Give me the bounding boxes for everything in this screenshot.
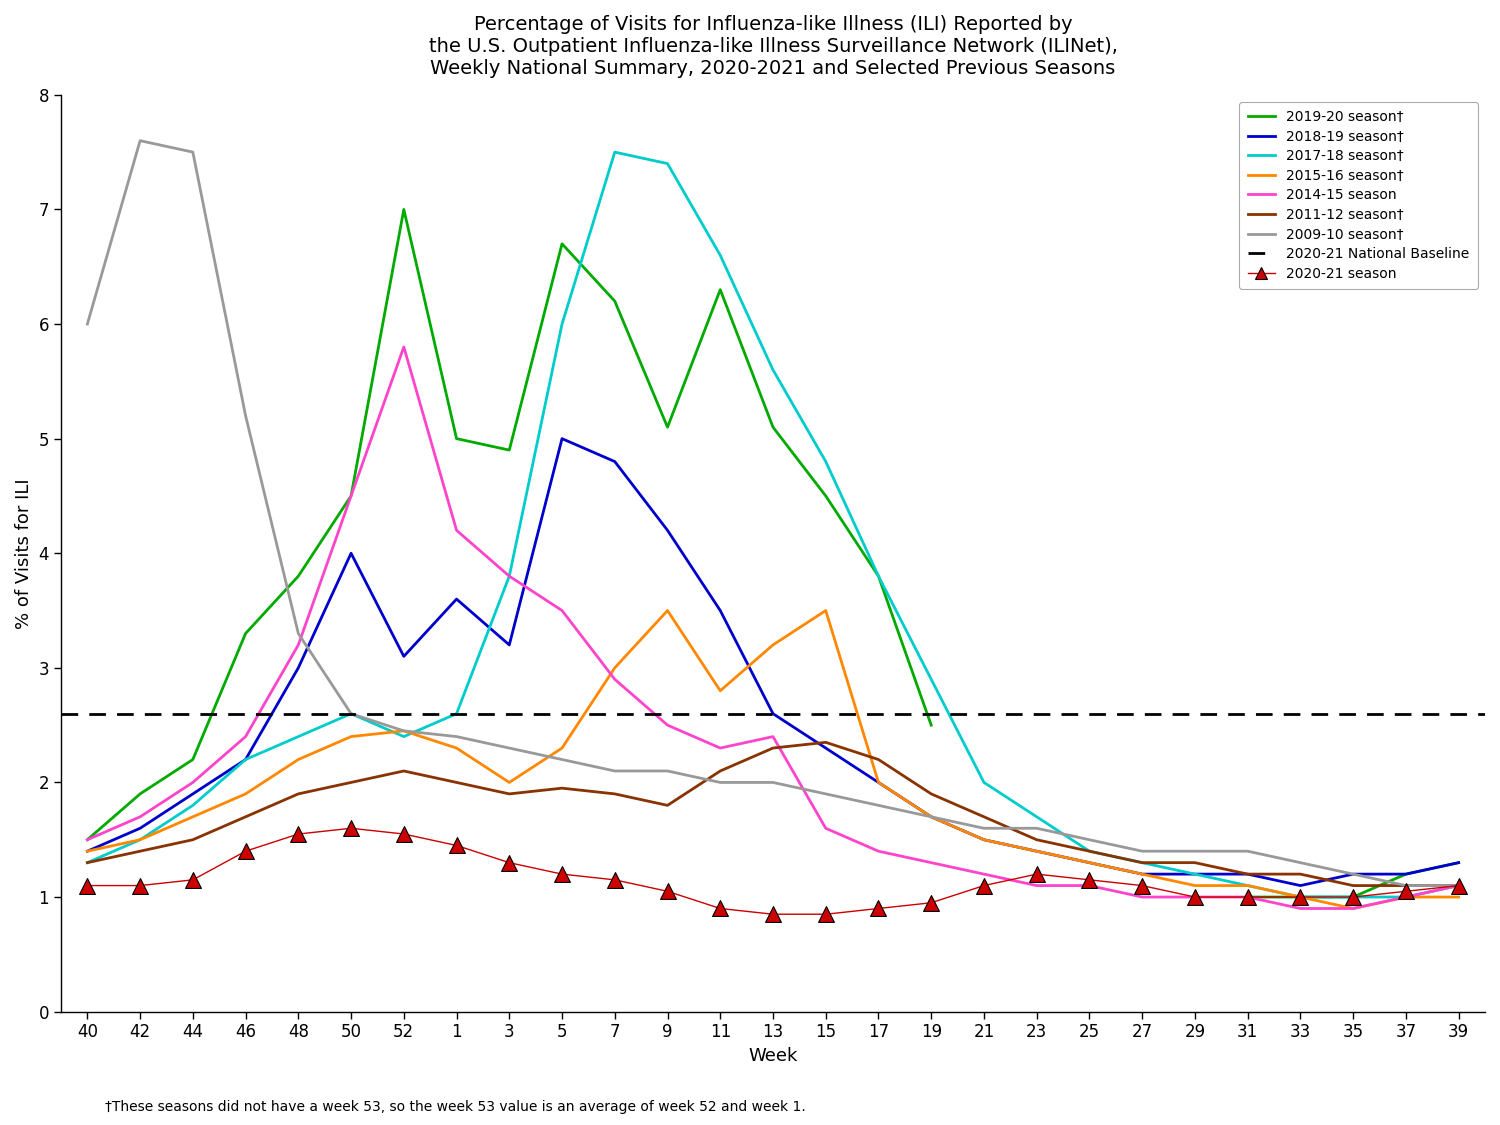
- Point: [1288, 888, 1312, 906]
- Point: [1184, 888, 1208, 906]
- Point: [498, 854, 522, 872]
- Point: [392, 825, 416, 843]
- Point: [813, 906, 837, 924]
- Point: [972, 876, 996, 894]
- Point: [656, 882, 680, 900]
- Point: [1394, 882, 1417, 900]
- Point: [1341, 888, 1365, 906]
- Point: [550, 865, 574, 883]
- Point: [1236, 888, 1260, 906]
- X-axis label: Week: Week: [748, 1047, 798, 1065]
- Point: [286, 825, 310, 843]
- Point: [1024, 865, 1048, 883]
- Point: [760, 906, 784, 924]
- Point: [339, 819, 363, 837]
- Point: [1130, 876, 1154, 894]
- Legend: 2019-20 season†, 2018-19 season†, 2017-18 season†, 2015-16 season†, 2014-15 seas: 2019-20 season†, 2018-19 season†, 2017-1…: [1239, 101, 1478, 289]
- Y-axis label: % of Visits for ILI: % of Visits for ILI: [15, 478, 33, 629]
- Point: [444, 837, 468, 855]
- Text: †These seasons did not have a week 53, so the week 53 value is an average of wee: †These seasons did not have a week 53, s…: [105, 1100, 806, 1114]
- Point: [128, 876, 152, 894]
- Point: [1446, 876, 1470, 894]
- Point: [182, 871, 206, 889]
- Title: Percentage of Visits for Influenza-like Illness (ILI) Reported by
the U.S. Outpa: Percentage of Visits for Influenza-like …: [429, 15, 1118, 78]
- Point: [1077, 871, 1101, 889]
- Point: [603, 871, 627, 889]
- Point: [708, 900, 732, 918]
- Point: [920, 893, 944, 911]
- Point: [234, 843, 258, 861]
- Point: [75, 876, 99, 894]
- Point: [867, 900, 891, 918]
